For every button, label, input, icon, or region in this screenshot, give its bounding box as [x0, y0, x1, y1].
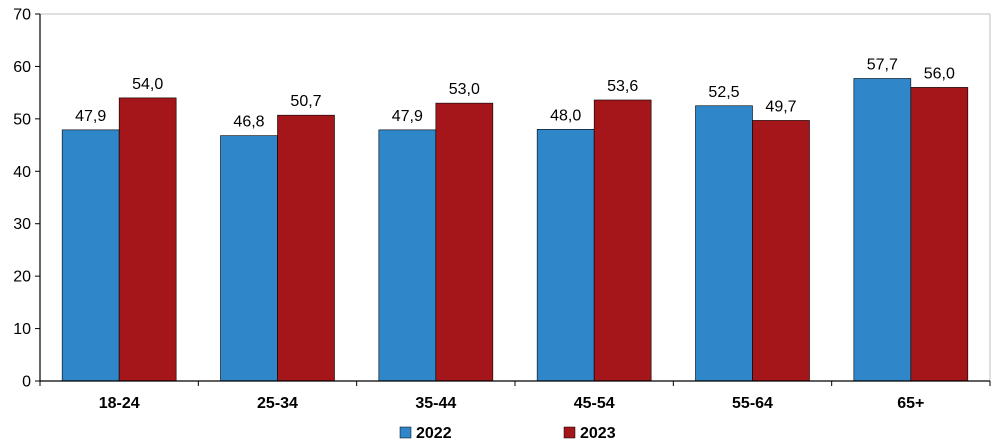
- data-label-2022-25-34: 46,8: [233, 114, 264, 131]
- x-tick-label-18-24: 18-24: [99, 395, 140, 412]
- bar-2023-65+: [910, 87, 969, 382]
- data-label-2023-55-64: 49,7: [765, 98, 796, 115]
- bar-2022-18-24: [61, 129, 120, 382]
- y-tick-label: 30: [13, 216, 31, 233]
- legend-label-2022: 2022: [416, 425, 452, 442]
- legend-label-2023: 2023: [580, 425, 616, 442]
- bar-2023-35-44: [435, 102, 494, 382]
- data-label-2023-45-54: 53,6: [607, 78, 638, 95]
- bar-2023-18-24: [118, 97, 177, 382]
- x-tick-label-35-44: 35-44: [415, 395, 456, 412]
- data-labels-group: 47,9 54,0 46,8 50,7 47,9 53,0 48,0 53,6 52,5 49,7…: [75, 56, 955, 130]
- data-label-2023-65+: 56,0: [924, 65, 955, 82]
- y-tick-label: 70: [13, 7, 31, 24]
- legend: 2022 2023: [399, 425, 616, 442]
- bar-2023-45-54: [593, 99, 652, 382]
- bar-2022-65+: [853, 78, 912, 382]
- bar-2023-25-34: [277, 114, 335, 382]
- plot-border: [39, 13, 991, 382]
- x-tick-label-55-64: 55-64: [732, 395, 773, 412]
- bar-2023-55-64: [752, 120, 810, 382]
- legend-swatch-2022: [399, 426, 412, 439]
- y-tick-label: 60: [13, 59, 31, 76]
- y-tick-label: 0: [22, 374, 31, 391]
- bar-2022-35-44: [378, 129, 437, 382]
- y-tick-label: 50: [13, 111, 31, 128]
- y-tick-label: 10: [13, 321, 31, 338]
- y-tick-label: 20: [13, 269, 31, 286]
- data-label-2022-65+: 57,7: [867, 56, 898, 73]
- x-tick-label-45-54: 45-54: [574, 395, 615, 412]
- x-axis: 18-24 25-34 35-44 45-54 55-64 65+: [39, 380, 991, 412]
- bar-2022-25-34: [220, 135, 278, 382]
- y-axis: 0 10 20 30 40 50 60 70: [13, 7, 41, 391]
- data-label-2023-35-44: 53,0: [449, 81, 480, 98]
- x-tick-label-25-34: 25-34: [257, 395, 298, 412]
- x-tick-label-65+: 65+: [897, 395, 924, 412]
- data-label-2022-18-24: 47,9: [75, 108, 106, 125]
- bars-group: [61, 78, 969, 382]
- y-tick-label: 40: [13, 164, 31, 181]
- data-label-2023-18-24: 54,0: [132, 76, 163, 93]
- bar-2022-45-54: [536, 129, 595, 382]
- data-label-2023-25-34: 50,7: [290, 93, 321, 110]
- data-label-2022-55-64: 52,5: [708, 84, 739, 101]
- data-label-2022-45-54: 48,0: [550, 107, 581, 124]
- bar-2022-55-64: [695, 105, 753, 382]
- legend-swatch-2023: [563, 426, 576, 439]
- data-label-2022-35-44: 47,9: [392, 108, 423, 125]
- plot-area: [39, 13, 991, 382]
